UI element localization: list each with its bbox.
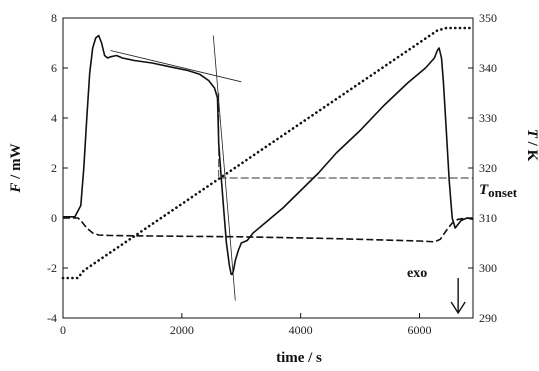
x-tick-label: 2000 (170, 323, 194, 337)
exo-arrow-head (450, 301, 466, 315)
tangent-line-1 (212, 35, 236, 301)
right-y-tick-label: 300 (479, 261, 497, 275)
series-line-dotted (61, 26, 475, 280)
left-y-tick-label: 4 (51, 111, 57, 125)
left-y-tick-label: 8 (51, 11, 57, 25)
right-y-tick-label: 310 (479, 211, 497, 225)
x-tick-label: 4000 (289, 323, 313, 337)
series-line-solid (63, 34, 474, 276)
x-axis-title: time / s (276, 350, 322, 366)
left-y-tick-label: -2 (47, 261, 57, 275)
onset-subscript: onset (488, 185, 518, 200)
onset-label: Tonset (479, 182, 518, 200)
series-line-dashed (63, 217, 473, 243)
right-y-tick-label: 350 (479, 11, 497, 25)
tangent-line-0 (110, 50, 242, 83)
left-axis-unit: / mW (8, 143, 24, 182)
exo-arrow-icon (450, 278, 466, 315)
right-y-tick-label: 330 (479, 111, 497, 125)
x-tick-label: 0 (60, 323, 66, 337)
left-y-tick-label: -4 (47, 311, 57, 325)
right-axis-title: T / K (524, 129, 539, 162)
left-y-tick-label: 2 (51, 161, 57, 175)
right-y-tick-label: 340 (479, 61, 497, 75)
x-tick-label: 6000 (408, 323, 432, 337)
left-y-tick-label: 6 (51, 61, 57, 75)
right-y-tick-label: 290 (479, 311, 497, 325)
exo-label: exo (407, 266, 427, 281)
axes: 0 2000 4000 6000 -4 -2 0 2 4 6 8 290 300 310 320 330 340… (47, 11, 497, 337)
left-axis-title: F / mW (8, 143, 24, 193)
left-y-tick-label: 0 (51, 211, 57, 225)
onset-var: T (479, 182, 489, 198)
right-axis-var: T (524, 129, 539, 139)
right-y-tick-label: 320 (479, 161, 497, 175)
right-axis-unit: / K (524, 138, 539, 162)
plot-area (61, 26, 475, 301)
left-axis-var: F (8, 183, 24, 194)
